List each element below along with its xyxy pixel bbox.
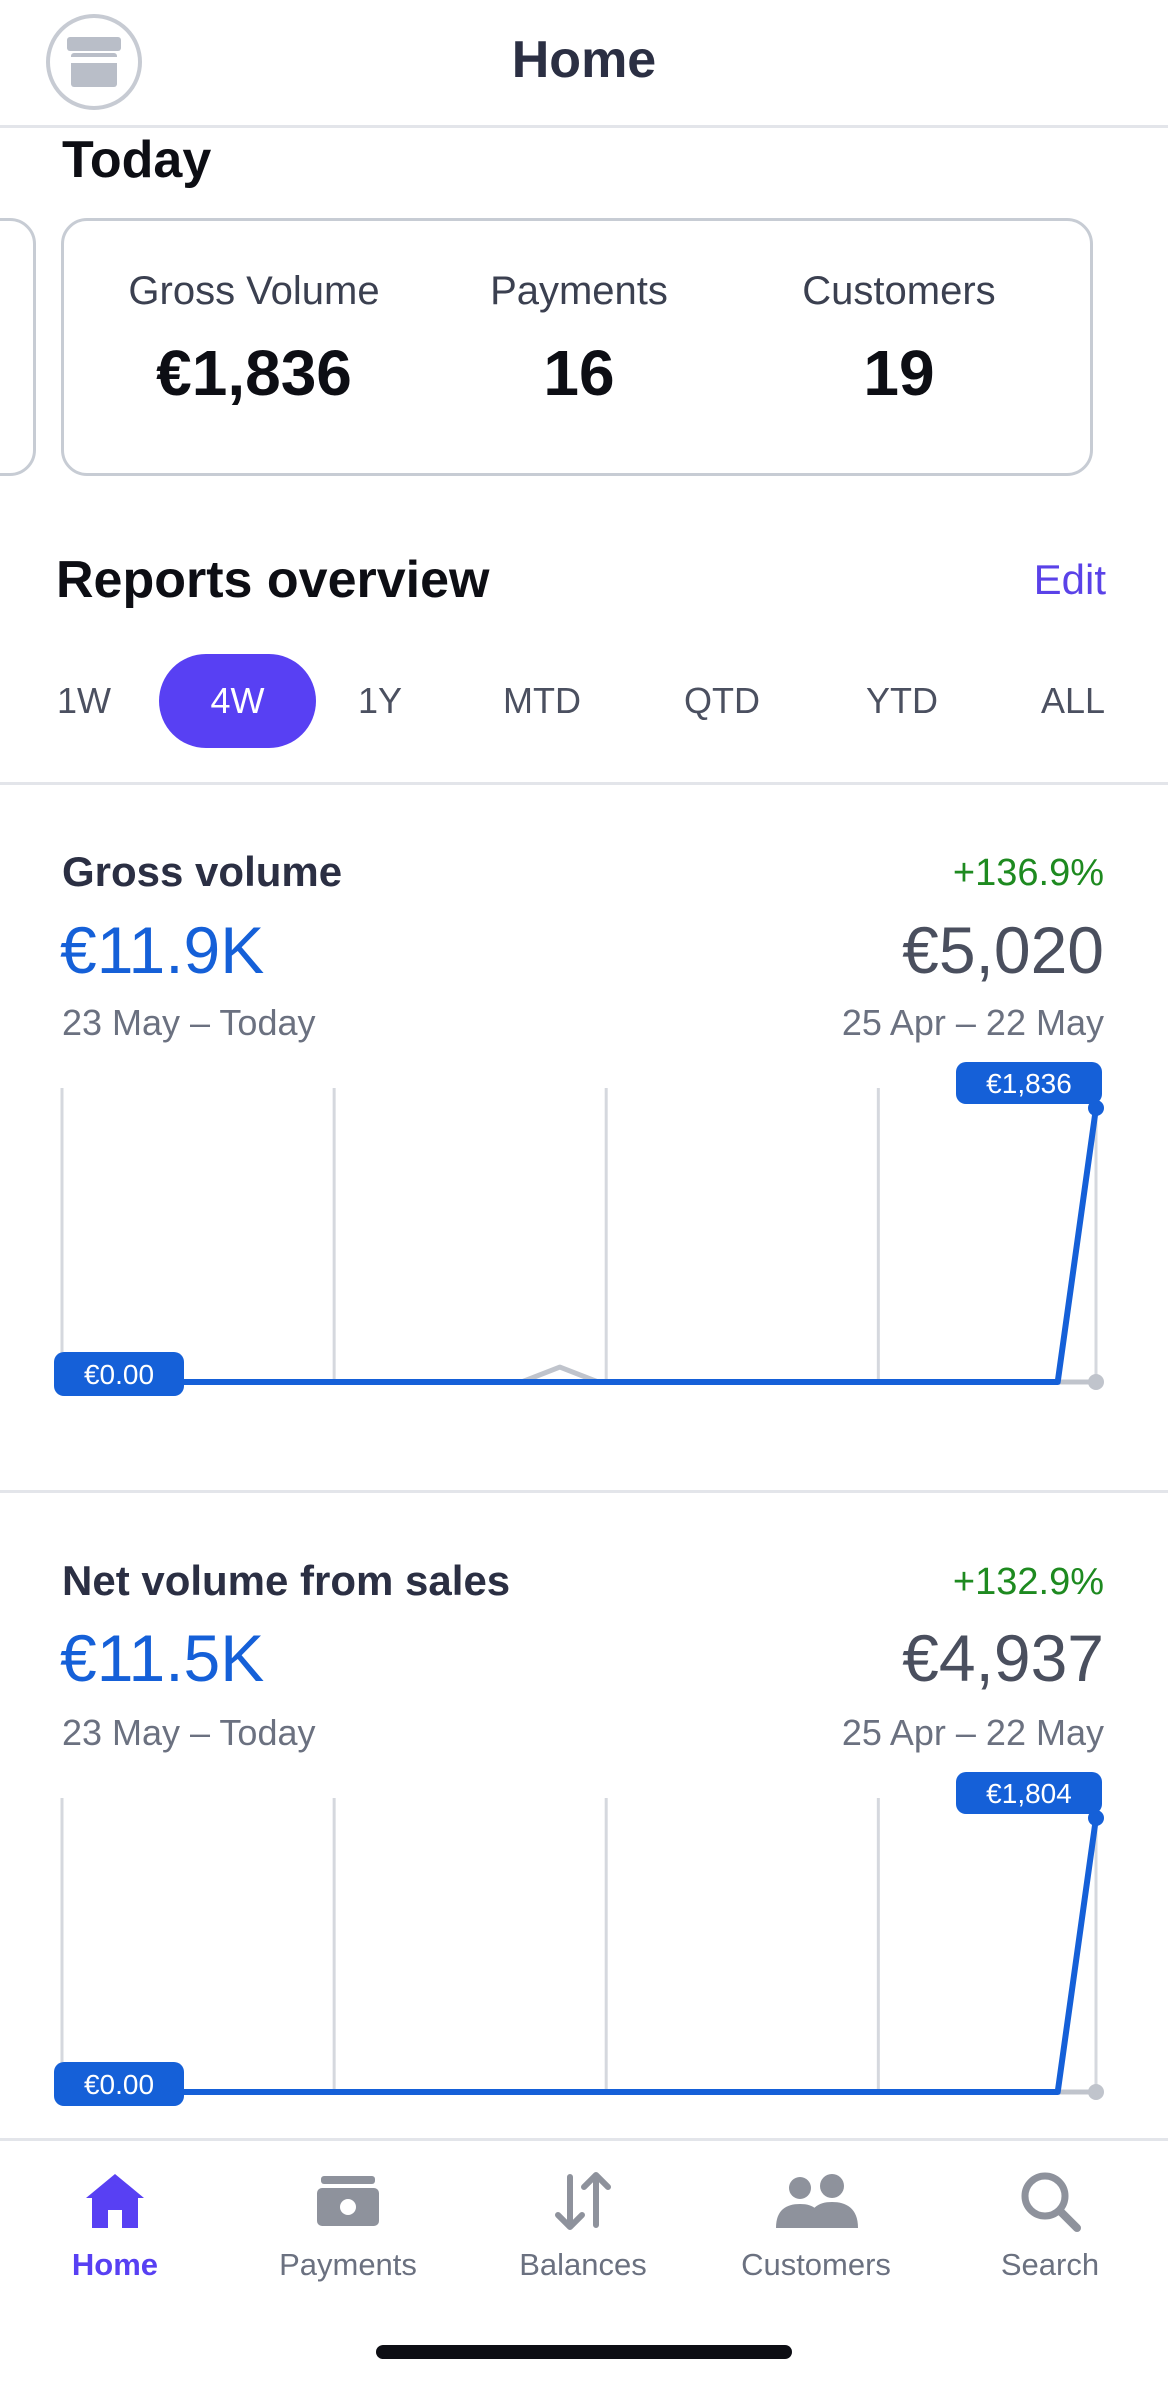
metric-value: €1,836: [156, 337, 352, 409]
current-period-line: [62, 1817, 1099, 2095]
people-icon: [776, 2174, 858, 2228]
store-icon: [67, 37, 121, 87]
previous-range: 25 Apr – 22 May: [841, 1712, 1104, 1753]
current-value: €11.9K: [60, 913, 265, 987]
start-value-pill: [54, 1352, 184, 1396]
change-percent: +132.9%: [952, 1561, 1104, 1603]
range-ytd[interactable]: YTD: [866, 680, 938, 721]
range-1w[interactable]: 1W: [57, 680, 111, 721]
tab-customers[interactable]: Customers: [716, 2161, 916, 2283]
divider: [0, 782, 1168, 785]
change-percent: +136.9%: [952, 852, 1104, 894]
tab-home[interactable]: Home: [15, 2161, 215, 2283]
range-1y[interactable]: 1Y: [357, 680, 403, 721]
start-value-pill: [54, 2062, 184, 2106]
end-value-pill: [956, 1772, 1102, 1814]
metric-customers: Customers 19: [739, 269, 1059, 410]
metric-value: 16: [543, 337, 615, 409]
range-qtd[interactable]: QTD: [684, 680, 760, 721]
gross-volume-chart: €0.00 €1,836: [54, 1062, 1104, 1396]
current-value: €11.5K: [60, 1621, 265, 1695]
tab-payments[interactable]: Payments: [248, 2161, 448, 2283]
tab-label: Payments: [279, 2247, 417, 2282]
start-value-label: €0.00: [84, 1359, 154, 1390]
today-heading: Today: [62, 131, 212, 189]
arrows-icon: [555, 2172, 611, 2230]
date-range-selector: 1W 4W 1Y MTD QTD YTD ALL: [0, 654, 1168, 750]
metric-gross-volume: Gross Volume €1,836: [94, 269, 414, 410]
end-value-label: €1,804: [986, 1778, 1072, 1809]
current-range: 23 May – Today: [62, 1712, 316, 1753]
range-mtd[interactable]: MTD: [503, 680, 581, 721]
tab-label: Customers: [741, 2247, 891, 2282]
current-range: 23 May – Today: [62, 1002, 316, 1043]
page-title: Home: [511, 31, 657, 89]
current-period-line: [62, 1107, 1099, 1385]
tab-search[interactable]: Search: [950, 2161, 1150, 2283]
today-summary-card[interactable]: Gross Volume €1,836 Payments 16 Customer…: [61, 218, 1093, 476]
metric-label: Payments: [490, 269, 668, 313]
tab-label: Balances: [519, 2247, 647, 2282]
previous-value: €5,020: [902, 913, 1104, 987]
wallet-icon: [317, 2176, 379, 2226]
reports-overview-heading: Reports overview: [56, 551, 490, 609]
tab-label: Search: [1000, 2247, 1100, 2282]
series-endpoint: [1088, 1374, 1104, 1390]
card-title: Net volume from sales: [62, 1557, 511, 1604]
metric-value: 19: [863, 337, 935, 409]
home-indicator: [376, 2345, 792, 2359]
metric-label: Customers: [802, 269, 996, 313]
tab-label: Home: [71, 2247, 159, 2282]
tab-balances[interactable]: Balances: [483, 2161, 683, 2283]
home-icon: [86, 2174, 144, 2228]
metric-label: Gross Volume: [128, 269, 380, 313]
card-title: Gross volume: [62, 848, 343, 895]
divider: [0, 1490, 1168, 1493]
bottom-tab-bar: Home Payments Balances: [0, 2138, 1168, 2386]
edit-reports-button[interactable]: Edit: [1033, 556, 1106, 603]
search-icon: [1021, 2172, 1081, 2232]
top-header: Home: [0, 0, 1168, 128]
previous-value: €4,937: [902, 1621, 1104, 1695]
end-value-pill: [956, 1062, 1102, 1104]
metric-payments: Payments 16: [419, 269, 739, 410]
net-volume-chart: €0.00 €1,804: [54, 1772, 1104, 2106]
end-value-label: €1,836: [986, 1068, 1072, 1099]
series-endpoint: [1088, 2084, 1104, 2100]
store-button[interactable]: [46, 14, 142, 110]
previous-summary-card[interactable]: [0, 218, 36, 476]
start-value-label: €0.00: [84, 2069, 154, 2100]
range-4w[interactable]: 4W: [159, 654, 316, 748]
previous-range: 25 Apr – 22 May: [841, 1002, 1104, 1043]
range-all[interactable]: ALL: [1040, 680, 1106, 721]
